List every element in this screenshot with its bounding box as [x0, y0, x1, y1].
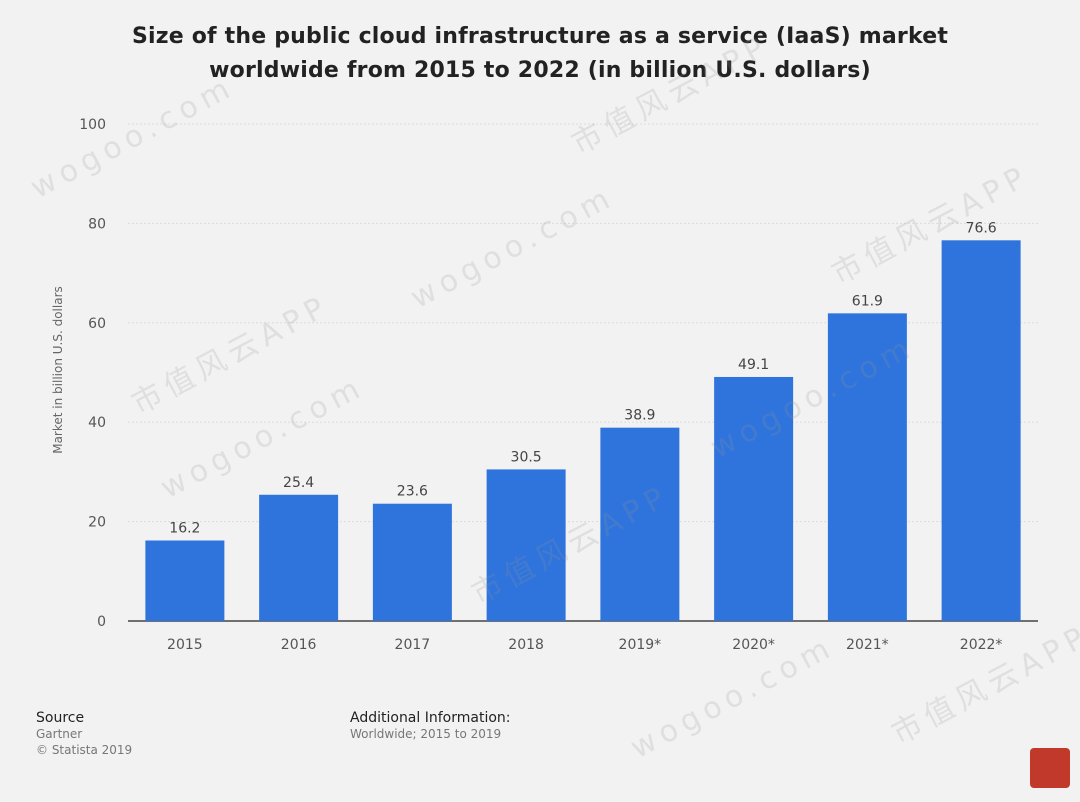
y-tick-label: 100 — [79, 117, 106, 133]
app-logo-seal — [1030, 748, 1070, 788]
source-name: Gartner — [36, 727, 83, 741]
chart-title-line-2: worldwide from 2015 to 2022 (in billion … — [209, 58, 871, 83]
y-tick-label: 60 — [88, 316, 106, 332]
bar — [600, 427, 680, 621]
x-tick-label: 2016 — [281, 637, 317, 653]
copyright-text: © Statista 2019 — [36, 743, 133, 757]
x-tick-label: 2017 — [395, 637, 431, 653]
x-tick-label: 2020* — [732, 637, 775, 653]
bar — [372, 503, 452, 621]
y-tick-label: 40 — [88, 415, 106, 431]
source-block: Source Gartner © Statista 2019 — [36, 710, 132, 758]
bar — [941, 240, 1021, 621]
chart-title: Size of the public cloud infrastructure … — [0, 20, 1080, 88]
bar — [486, 469, 566, 621]
x-tick-label: 2021* — [846, 637, 889, 653]
bar-value-label: 49.1 — [738, 357, 769, 373]
bar-value-label: 30.5 — [511, 449, 542, 465]
additional-info-text: Worldwide; 2015 to 2019 — [350, 727, 502, 741]
bar-value-label: 16.2 — [169, 520, 200, 536]
y-tick-label: 0 — [97, 614, 106, 630]
x-tick-label: 2015 — [167, 637, 203, 653]
y-axis-label: Market in billion U.S. dollars — [51, 286, 65, 454]
additional-info-block: Additional Information: Worldwide; 2015 … — [350, 710, 511, 742]
x-tick-label: 2022* — [960, 637, 1003, 653]
bar — [827, 313, 907, 621]
bar-value-label: 38.9 — [624, 408, 655, 424]
chart-title-line-1: Size of the public cloud infrastructure … — [131, 24, 949, 49]
bar — [714, 376, 794, 621]
source-heading: Source — [36, 710, 85, 726]
additional-info-heading: Additional Information: — [350, 710, 511, 726]
bar — [145, 540, 225, 621]
bar-value-label: 61.9 — [852, 293, 883, 309]
bar-value-label: 23.6 — [397, 484, 428, 500]
bar-value-label: 25.4 — [283, 475, 314, 491]
bar — [259, 494, 339, 621]
x-tick-label: 2018 — [508, 637, 544, 653]
y-tick-label: 80 — [88, 216, 106, 232]
x-tick-label: 2019* — [619, 637, 662, 653]
y-tick-label: 20 — [88, 515, 106, 531]
bar-value-label: 76.6 — [966, 220, 997, 236]
